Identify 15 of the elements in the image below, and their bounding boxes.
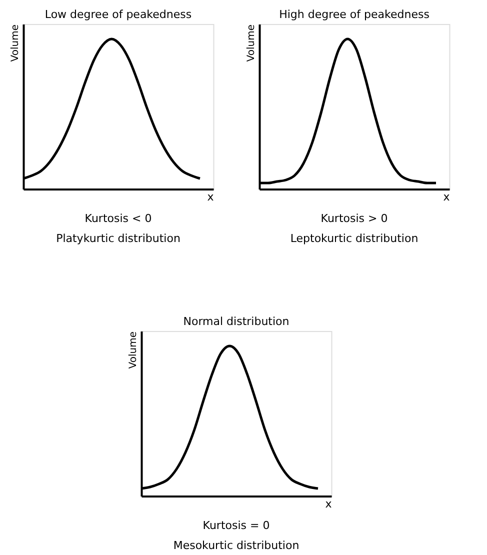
text: Kurtosis > 0 [320,212,388,225]
chart-title: Low degree of peakedness [44,8,192,21]
chart-title: Normal distribution [183,315,290,328]
x-axis-title: x [207,190,214,204]
y-axis-title: Volume [128,332,139,369]
text: Mesokurtic distribution [173,539,300,552]
text: Leptokurtic distribution [290,232,418,245]
y-axis-title: Volume [10,24,21,62]
x-axis-title: x [443,190,450,204]
text: Kurtosis = 0 [202,519,270,532]
x-axis-title: x [325,498,332,510]
text: Kurtosis < 0 [84,212,152,225]
chart-title: High degree of peakedness [279,8,430,21]
y-axis-title: Volume [246,24,257,62]
text: Platykurtic distribution [56,232,180,245]
